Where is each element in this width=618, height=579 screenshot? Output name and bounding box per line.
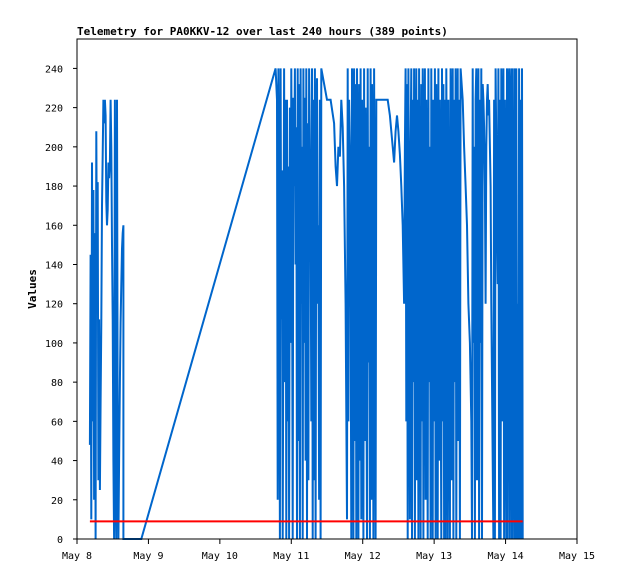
y-tick-label: 20: [51, 496, 63, 507]
series-line-1: [88, 68, 524, 540]
y-tick-label: 140: [45, 260, 63, 271]
x-tick-label: May 12: [345, 551, 381, 562]
x-tick-label: May 13: [416, 551, 452, 562]
x-tick-label: May 9: [133, 551, 163, 562]
y-tick-label: 100: [45, 339, 63, 350]
y-axis-label: Values: [26, 269, 39, 309]
y-tick-label: 180: [45, 182, 63, 193]
chart-title: Telemetry for PA0KKV-12 over last 240 ho…: [77, 25, 448, 38]
y-tick-label: 220: [45, 104, 63, 115]
plot-area-frame: [76, 38, 578, 540]
y-tick-label: 200: [45, 143, 63, 154]
x-tick-label: May 11: [273, 551, 309, 562]
y-tick-label: 240: [45, 64, 63, 75]
x-axis: May 8 May 9 May 10 May 11 May 12 May 13 May 14…: [62, 539, 595, 562]
x-tick-label: May 14: [488, 551, 524, 562]
y-tick-label: 60: [51, 417, 63, 428]
y-axis: 0 20 40 60 80 100 120 140 160 180 200 220 240: [45, 64, 77, 546]
x-tick-label: May 15: [559, 551, 595, 562]
x-tick-label: May 10: [202, 551, 238, 562]
y-tick-label: 120: [45, 300, 63, 311]
y-tick-label: 80: [51, 378, 63, 389]
y-tick-label: 160: [45, 221, 63, 232]
y-tick-label: 40: [51, 457, 63, 468]
x-tick-label: May 8: [62, 551, 92, 562]
y-tick-label: 0: [57, 535, 63, 546]
series-layer: [88, 68, 524, 540]
